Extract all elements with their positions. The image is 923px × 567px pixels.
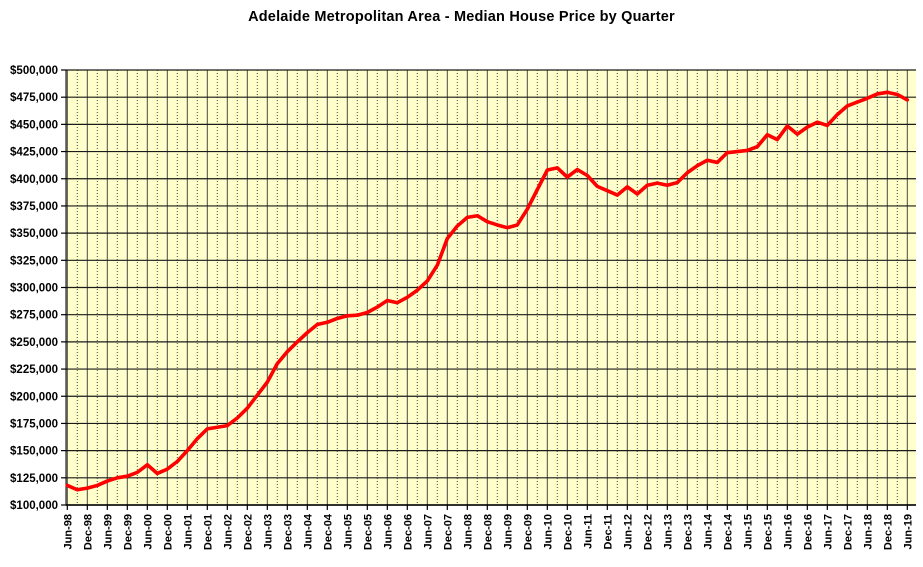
y-tick-label: $425,000 xyxy=(10,147,58,159)
x-tick-label: Dec-13 xyxy=(682,514,694,550)
x-tick-label: Dec-00 xyxy=(162,514,174,550)
y-tick-label: $500,000 xyxy=(10,65,58,77)
y-tick-label: $400,000 xyxy=(10,174,58,186)
x-tick-label: Jun-98 xyxy=(62,514,74,549)
y-tick-label: $475,000 xyxy=(10,92,58,104)
x-tick-label: Jun-06 xyxy=(382,514,394,549)
y-tick-label: $325,000 xyxy=(10,255,58,267)
chart-title: Adelaide Metropolitan Area - Median Hous… xyxy=(248,9,675,25)
y-tick-label: $375,000 xyxy=(10,201,58,213)
x-tick-label: Dec-17 xyxy=(842,514,854,550)
x-tick-label: Jun-15 xyxy=(742,514,754,549)
y-tick-label: $175,000 xyxy=(10,418,58,430)
x-tick-label: Dec-10 xyxy=(562,514,574,550)
x-tick-label: Jun-08 xyxy=(462,514,474,549)
x-tick-label: Dec-16 xyxy=(802,514,814,550)
x-tick-label: Jun-09 xyxy=(502,514,514,549)
x-tick-label: Dec-98 xyxy=(82,514,94,550)
y-tick-label: $250,000 xyxy=(10,337,58,349)
x-tick-label: Dec-07 xyxy=(442,514,454,550)
x-tick-label: Jun-13 xyxy=(662,514,674,549)
x-tick-label: Dec-04 xyxy=(322,513,334,550)
y-tick-label: $300,000 xyxy=(10,283,58,295)
x-tick-label: Dec-15 xyxy=(762,514,774,550)
y-tick-label: $225,000 xyxy=(10,364,58,376)
x-tick-label: Jun-19 xyxy=(902,514,914,549)
x-tick-label: Jun-05 xyxy=(342,514,354,549)
x-tick-label: Dec-08 xyxy=(482,514,494,550)
y-tick-label: $275,000 xyxy=(10,310,58,322)
x-tick-label: Dec-01 xyxy=(202,514,214,550)
x-tick-label: Jun-04 xyxy=(302,513,314,549)
x-tick-label: Jun-10 xyxy=(542,514,554,549)
price-line xyxy=(65,90,910,492)
x-tick-label: Dec-11 xyxy=(602,514,614,549)
x-tick-label: Dec-99 xyxy=(122,514,134,550)
x-tick-label: Dec-03 xyxy=(282,514,294,550)
x-tick-label: Jun-00 xyxy=(142,514,154,549)
x-tick-label: Jun-11 xyxy=(582,514,594,549)
y-tick-label: $150,000 xyxy=(10,446,58,458)
x-tick-label: Jun-18 xyxy=(862,514,874,549)
x-tick-label: Jun-03 xyxy=(262,514,274,549)
x-tick-label: Dec-09 xyxy=(522,514,534,550)
y-tick-label: $450,000 xyxy=(10,119,58,131)
x-tick-label: Dec-05 xyxy=(362,514,374,550)
x-tick-label: Dec-14 xyxy=(722,513,734,550)
x-tick-label: Dec-12 xyxy=(642,514,654,550)
x-tick-label: Jun-17 xyxy=(822,514,834,549)
x-tick-label: Jun-99 xyxy=(102,514,114,549)
x-tick-label: Jun-01 xyxy=(182,514,194,549)
y-tick-label: $100,000 xyxy=(10,500,58,512)
x-tick-label: Jun-14 xyxy=(702,513,714,549)
x-tick-label: Jun-12 xyxy=(622,514,634,549)
x-tick-label: Dec-06 xyxy=(402,514,414,550)
x-tick-label: Jun-07 xyxy=(422,514,434,549)
y-tick-label: $200,000 xyxy=(10,391,58,403)
y-tick-label: $350,000 xyxy=(10,228,58,240)
x-tick-label: Dec-18 xyxy=(882,514,894,550)
x-tick-label: Dec-02 xyxy=(242,514,254,550)
y-tick-label: $125,000 xyxy=(10,473,58,485)
x-tick-label: Jun-16 xyxy=(782,514,794,549)
x-tick-label: Jun-02 xyxy=(222,514,234,549)
